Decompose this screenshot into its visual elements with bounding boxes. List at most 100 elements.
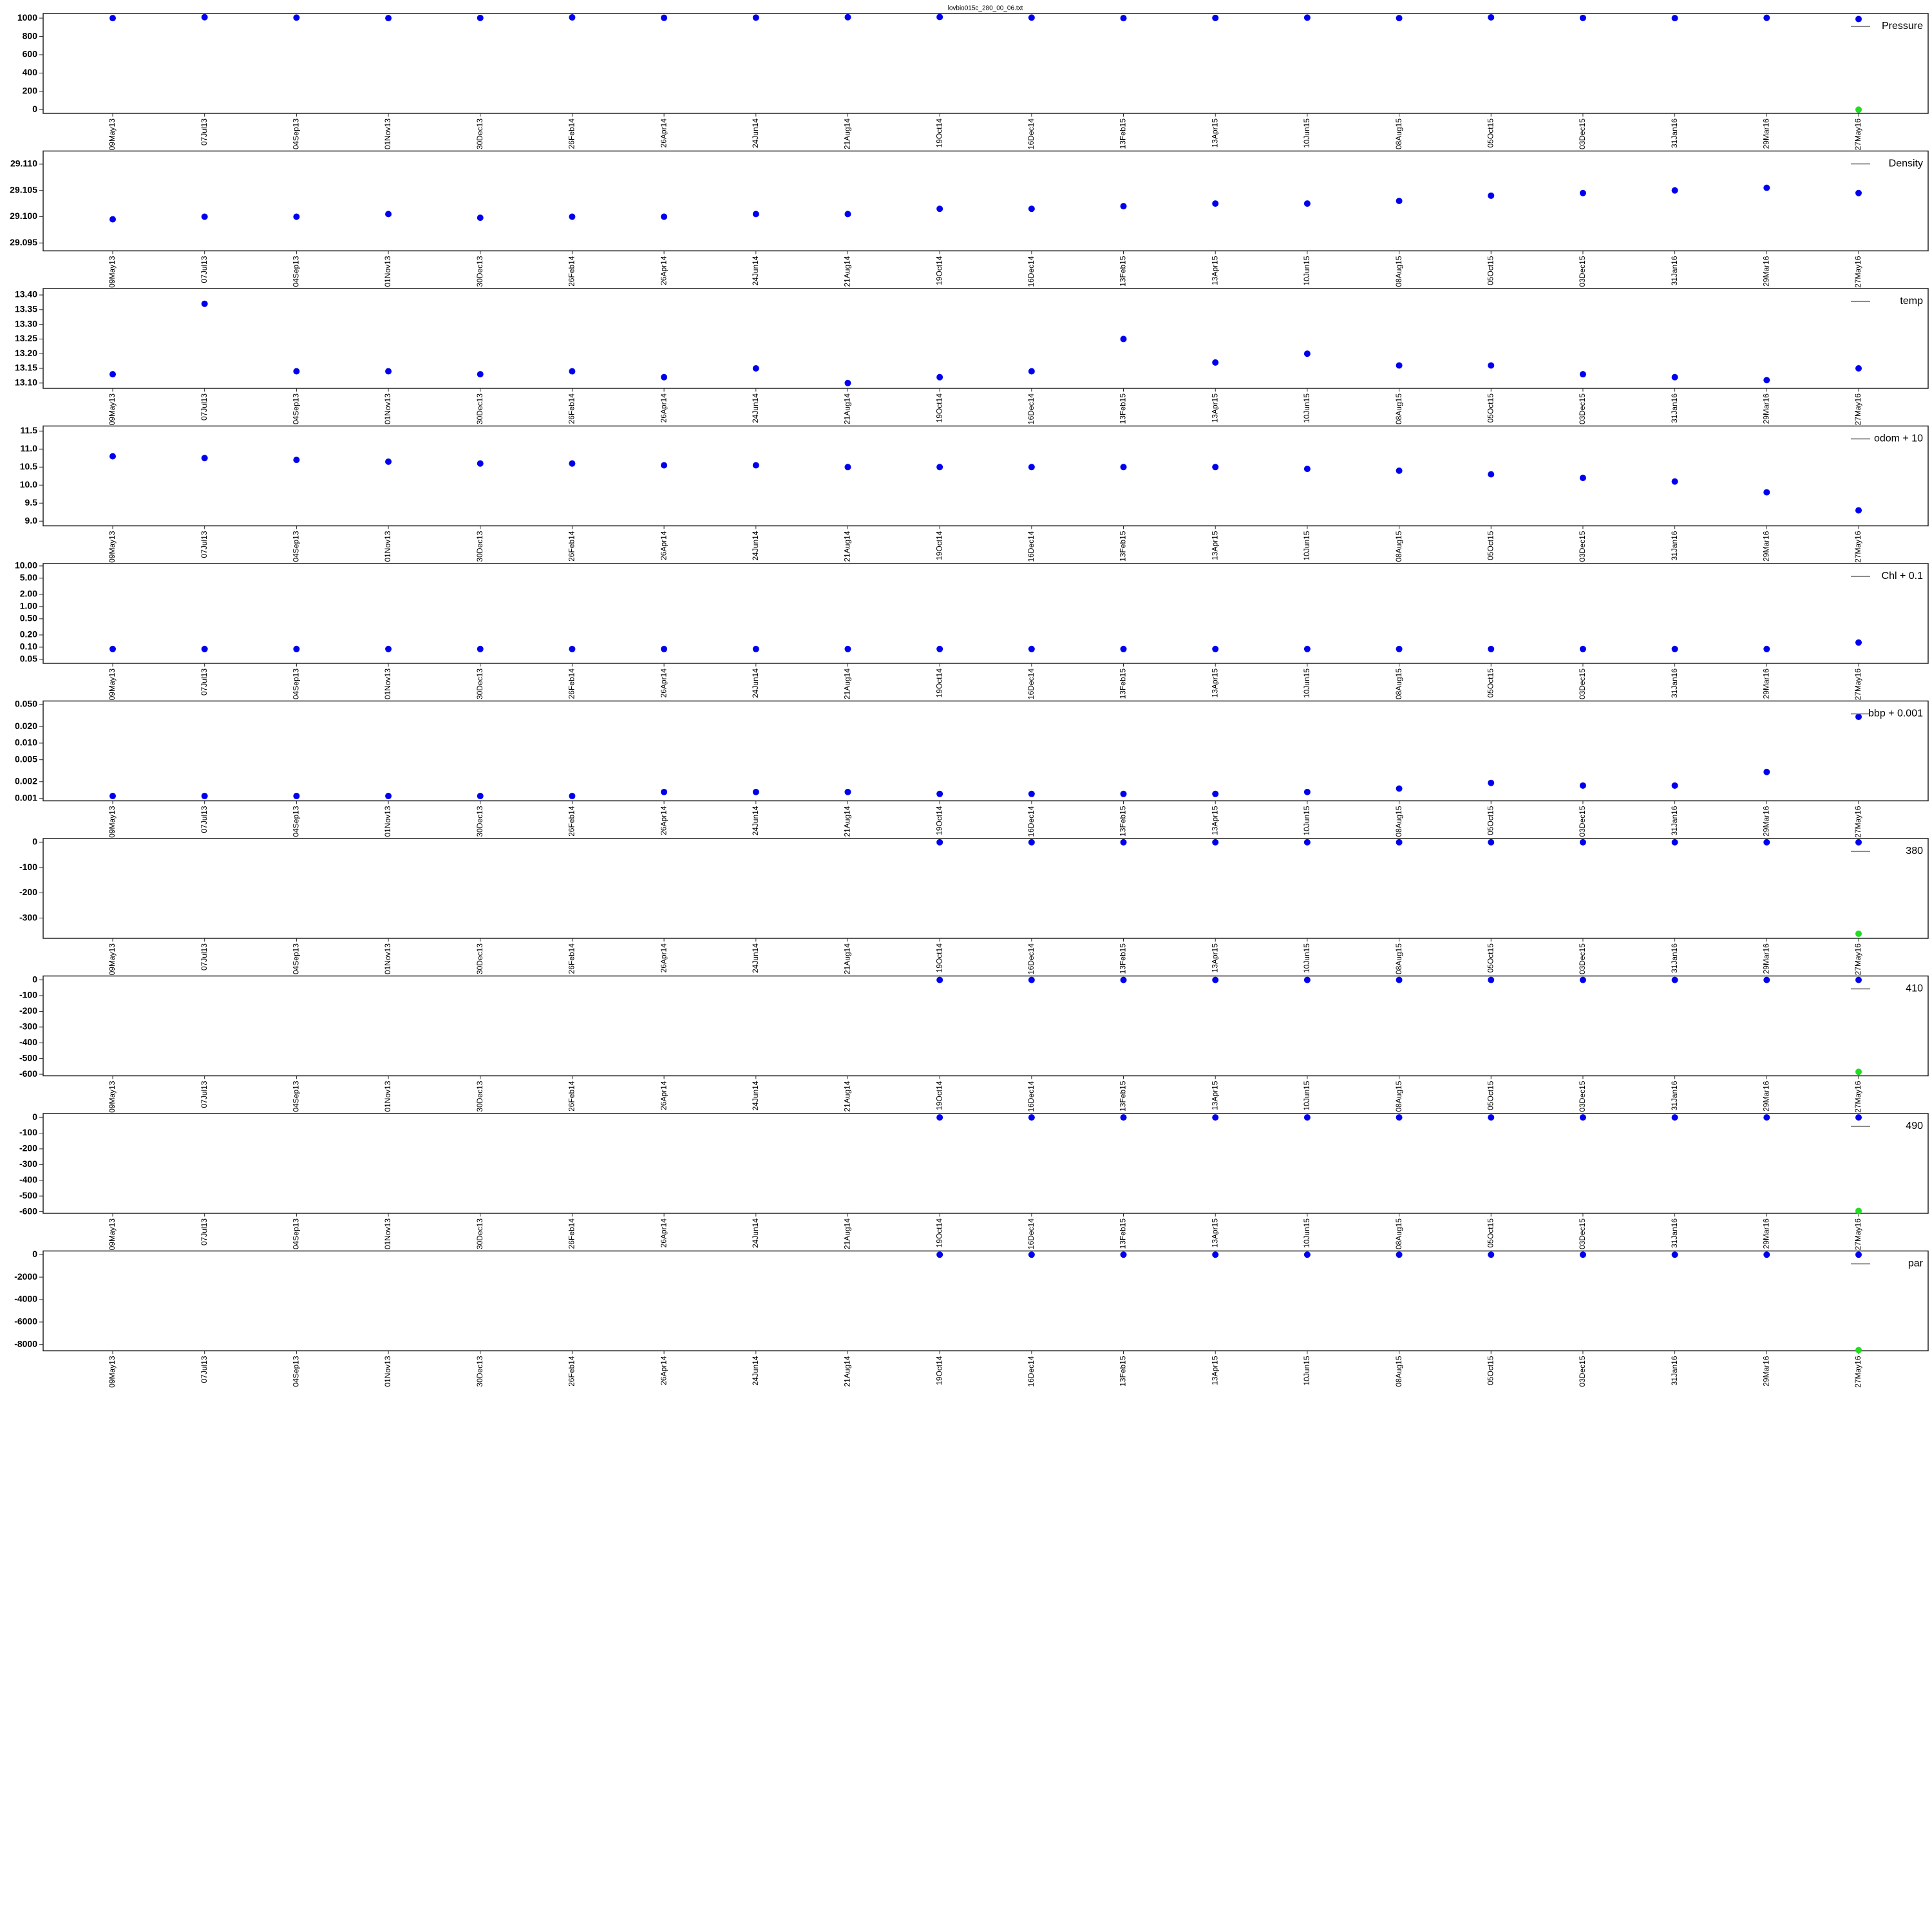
data-point: [1303, 838, 1311, 846]
x-tick-label: 26Feb14: [567, 256, 576, 287]
data-point: [1763, 14, 1770, 21]
y-tick-label: 200: [23, 86, 38, 96]
x-tick-label: 08Aug15: [1394, 1356, 1403, 1387]
data-point: [1488, 838, 1495, 846]
y-tick-label: 9.5: [25, 497, 38, 507]
x-tick-label: 16Dec14: [1027, 806, 1036, 837]
y-tick-label: -400: [19, 1037, 37, 1047]
data-point: [936, 645, 943, 652]
x-tick-label: 09May13: [108, 393, 117, 426]
x-tick-label: 31Jan16: [1670, 806, 1679, 835]
x-tick-label: 27May16: [1853, 1356, 1862, 1388]
y-tick-label: 9.0: [25, 515, 38, 526]
y-tick-label: 2.00: [20, 589, 37, 599]
x-tick-label: 21Aug14: [843, 943, 852, 974]
data-point: [1855, 1347, 1862, 1354]
x-tick-label: 16Dec14: [1027, 668, 1036, 699]
x-tick-label: 24Jun14: [751, 668, 760, 698]
x-tick-label: 21Aug14: [843, 1081, 852, 1112]
x-tick-label: 26Feb14: [567, 1356, 576, 1387]
x-tick-label: 19Oct14: [934, 943, 943, 973]
x-tick-label: 26Apr14: [659, 668, 668, 698]
y-tick-label: -600: [19, 1206, 37, 1216]
x-tick-label: 16Dec14: [1027, 118, 1036, 149]
x-tick-label: 26Feb14: [567, 668, 576, 699]
plot-frame: [43, 150, 1929, 252]
x-tick-label: 08Aug15: [1394, 806, 1403, 837]
x-tick-label: 09May13: [108, 1356, 117, 1388]
plot-frame: [43, 13, 1929, 114]
data-point: [201, 455, 208, 462]
x-tick-label: 10Jun15: [1302, 943, 1311, 973]
data-point: [1396, 838, 1403, 846]
data-point: [569, 645, 576, 652]
x-tick-label: 08Aug15: [1394, 118, 1403, 149]
y-tick-label: 0.002: [15, 775, 37, 786]
x-tick-label: 04Sep13: [292, 256, 301, 287]
data-point: [1303, 350, 1311, 357]
y-tick-label: -300: [19, 1021, 37, 1032]
data-point: [569, 14, 576, 21]
x-tick-label: 13Feb15: [1119, 531, 1128, 562]
x-tick-label: 24Jun14: [751, 393, 760, 423]
plot-frame: [43, 563, 1929, 664]
x-tick-label: 13Feb15: [1119, 943, 1128, 974]
x-tick-label: 19Oct14: [934, 531, 943, 560]
y-tick-label: 1.00: [20, 601, 37, 611]
x-tick-label: 19Oct14: [934, 118, 943, 148]
data-point: [1396, 1114, 1403, 1121]
x-tick-label: 21Aug14: [843, 1218, 852, 1249]
y-tick-label: 29.110: [10, 158, 37, 169]
y-tick-label: 29.095: [10, 237, 37, 247]
x-tick-label: 10Jun15: [1302, 1218, 1311, 1248]
plot-frame: [43, 700, 1929, 802]
x-tick-label: 03Dec15: [1578, 943, 1587, 974]
x-tick-label: 21Aug14: [843, 118, 852, 149]
data-point: [1120, 790, 1127, 797]
x-tick-label: 07Jul13: [200, 256, 209, 283]
data-point: [1579, 976, 1586, 983]
data-point: [1671, 15, 1678, 22]
x-tick-label: 05Oct15: [1486, 256, 1495, 285]
x-tick-label: 27May16: [1853, 1081, 1862, 1113]
data-point: [936, 14, 943, 21]
data-point: [1120, 15, 1127, 22]
data-point: [1855, 639, 1862, 646]
data-point: [1303, 466, 1311, 473]
data-point: [1028, 14, 1035, 21]
y-tick-label: 13.20: [15, 348, 37, 358]
x-tick-label: 03Dec15: [1578, 256, 1587, 287]
data-point: [385, 645, 392, 652]
data-point: [1855, 1208, 1862, 1215]
y-tick-label: 0.001: [15, 792, 37, 802]
x-tick-label: 08Aug15: [1394, 531, 1403, 562]
y-tick-label: -200: [19, 1005, 37, 1016]
data-point: [1212, 464, 1219, 471]
data-point: [1303, 200, 1311, 207]
data-point: [1488, 1251, 1495, 1258]
figure-title: lovbio015c_280_00_06.txt: [948, 5, 1023, 12]
data-point: [1396, 15, 1403, 22]
x-tick-label: 19Oct14: [934, 806, 943, 835]
x-tick-label: 31Jan16: [1670, 531, 1679, 560]
data-point: [109, 453, 116, 460]
y-tick-label: 13.25: [15, 333, 37, 343]
data-point: [1120, 203, 1127, 210]
legend-label: 490: [1906, 1121, 1923, 1132]
y-tick-label: -200: [19, 887, 37, 897]
data-point: [293, 793, 300, 800]
y-tick-label: 13.40: [15, 289, 37, 299]
data-point: [1855, 976, 1862, 983]
data-point: [1303, 645, 1311, 652]
x-tick-label: 29Mar16: [1761, 1218, 1770, 1249]
x-tick-label: 19Oct14: [934, 1356, 943, 1385]
data-point: [936, 464, 943, 471]
x-tick-label: 10Jun15: [1302, 1081, 1311, 1110]
data-point: [1855, 106, 1862, 113]
data-point: [1671, 478, 1678, 485]
x-tick-label: 07Jul13: [200, 1081, 209, 1108]
y-tick-label: -8000: [14, 1338, 37, 1349]
plot-frame: [43, 975, 1929, 1077]
x-tick-label: 13Apr15: [1210, 531, 1219, 560]
